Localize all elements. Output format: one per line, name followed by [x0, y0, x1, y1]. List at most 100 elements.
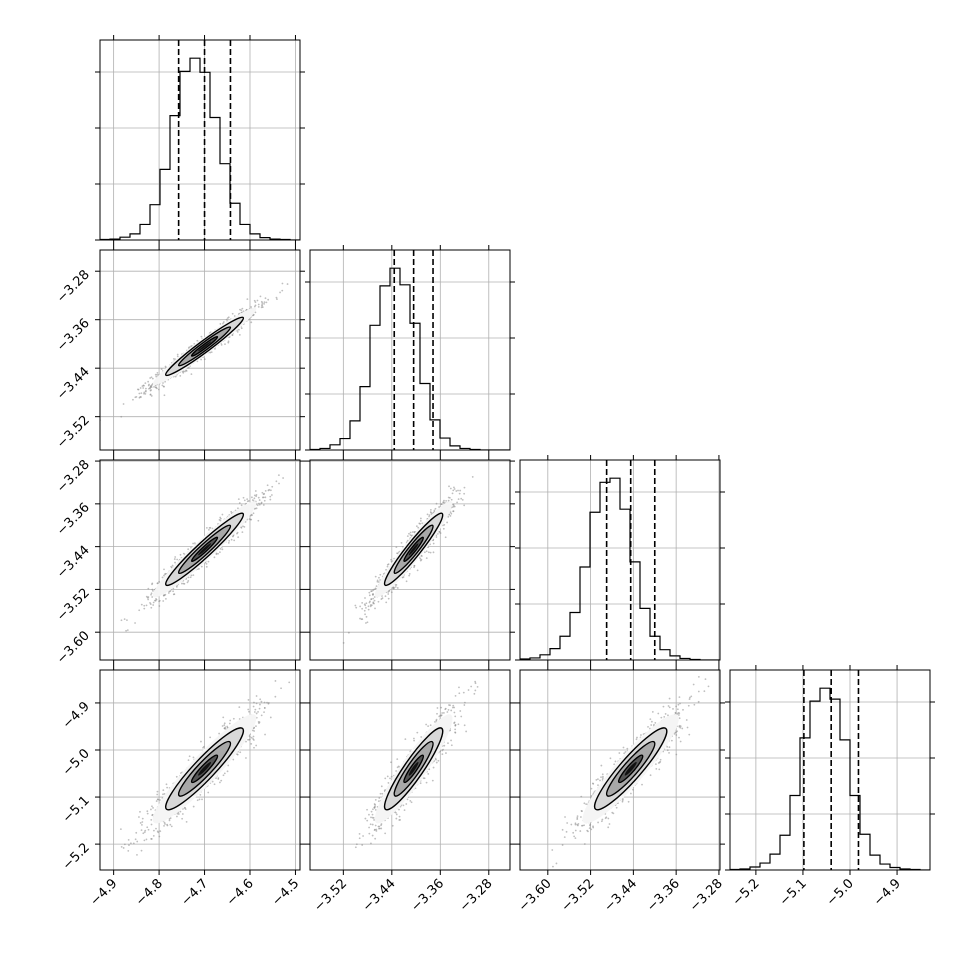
sample-point — [143, 839, 146, 842]
sample-point — [263, 701, 266, 704]
sample-point — [162, 382, 164, 384]
sample-point — [135, 831, 138, 834]
sample-point — [248, 710, 250, 713]
density-3-1 — [354, 680, 479, 849]
sample-point — [409, 799, 412, 802]
sample-point — [155, 827, 157, 830]
sample-point — [166, 786, 169, 789]
sample-point — [697, 690, 700, 693]
sample-point — [278, 482, 280, 485]
sample-point — [377, 581, 380, 583]
sample-point — [242, 525, 244, 528]
sample-point — [448, 704, 450, 706]
sample-point — [147, 828, 150, 831]
y-tick-label: −3.52 — [54, 413, 93, 452]
sample-point — [145, 387, 147, 390]
sample-point — [474, 682, 477, 685]
sample-point — [365, 622, 367, 624]
sample-point — [154, 599, 157, 602]
sample-point — [445, 499, 447, 502]
sample-point — [450, 744, 453, 747]
sample-point — [127, 838, 130, 841]
sample-point — [242, 496, 245, 499]
sample-point — [263, 499, 266, 502]
sample-point — [431, 779, 434, 782]
sample-point — [258, 499, 261, 501]
sample-point — [372, 601, 375, 604]
sample-point — [425, 723, 428, 726]
sample-point — [406, 535, 409, 538]
sample-point — [367, 608, 370, 611]
sample-point — [618, 752, 621, 754]
sample-point — [163, 568, 165, 571]
contour-level-2 — [593, 727, 668, 811]
sample-point — [258, 707, 261, 710]
x-tick-label: −5.2 — [730, 876, 763, 909]
sample-point — [158, 580, 161, 583]
sample-point — [129, 842, 132, 845]
sample-point — [279, 291, 281, 294]
sample-point — [398, 808, 400, 811]
sample-point — [454, 694, 457, 697]
sample-point — [463, 504, 466, 507]
sample-point — [176, 815, 178, 818]
sample-point — [374, 837, 377, 840]
sample-point — [432, 542, 435, 545]
sample-point — [122, 403, 125, 405]
x-tick-label: −3.36 — [644, 876, 683, 915]
sample-point — [252, 738, 254, 740]
sample-point — [174, 556, 177, 558]
sample-point — [374, 607, 376, 610]
sample-point — [678, 714, 680, 716]
sample-point — [196, 799, 199, 802]
sample-point — [209, 351, 212, 354]
sample-point — [240, 526, 243, 529]
sample-point — [398, 815, 401, 818]
sample-point — [162, 789, 165, 792]
sample-point — [363, 609, 366, 612]
sample-point — [433, 721, 436, 723]
sample-point — [650, 724, 653, 726]
sample-point — [444, 536, 447, 539]
sample-point — [156, 371, 159, 374]
sample-point — [447, 515, 450, 518]
x-tick-label: −5.1 — [777, 876, 810, 909]
sample-point — [386, 565, 389, 568]
sample-point — [459, 710, 462, 712]
sample-point — [392, 586, 395, 589]
sample-point — [413, 737, 415, 740]
sample-point — [460, 715, 463, 718]
sample-point — [453, 721, 456, 724]
sample-point — [413, 739, 415, 742]
x-tick-label: −3.44 — [601, 876, 640, 915]
sample-point — [450, 709, 453, 712]
sample-point — [632, 788, 634, 791]
sample-point — [380, 785, 383, 788]
sample-point — [449, 515, 452, 517]
sample-point — [274, 680, 277, 682]
sample-point — [219, 548, 222, 550]
sample-point — [458, 686, 460, 689]
sample-point — [379, 573, 382, 576]
sample-point — [626, 747, 629, 750]
sample-point — [443, 744, 446, 747]
sample-point — [419, 519, 422, 522]
contour-level-2 — [164, 316, 245, 377]
sample-point — [463, 486, 466, 489]
sample-point — [445, 752, 447, 754]
sample-point — [252, 705, 255, 708]
sample-point — [239, 751, 242, 754]
sample-point — [563, 836, 566, 839]
contour-level-2 — [164, 512, 245, 587]
sample-point — [647, 725, 649, 728]
sample-point — [425, 557, 428, 560]
sample-point — [255, 494, 258, 496]
sample-point — [379, 579, 381, 581]
sample-point — [185, 820, 188, 823]
sample-point — [408, 572, 411, 575]
sample-point — [256, 504, 259, 507]
sample-point — [179, 810, 182, 813]
sample-point — [387, 563, 390, 566]
density-2-1 — [342, 476, 474, 644]
sample-point — [208, 528, 210, 531]
